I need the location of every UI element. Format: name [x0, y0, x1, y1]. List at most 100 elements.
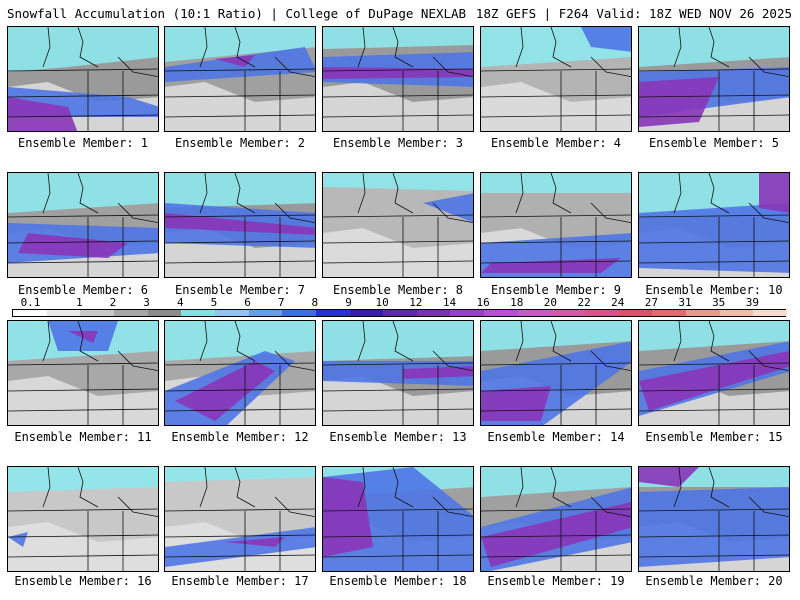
colorbar-tick-label: 20: [543, 296, 558, 309]
map-boundary-line: [77, 467, 99, 508]
map-boundary-line: [117, 496, 158, 518]
very-heavy-snow-area: [18, 233, 128, 258]
snowfall-field: [8, 467, 158, 571]
colorbar-tick-label: 5: [210, 296, 218, 309]
moderate-snow-area: [323, 173, 473, 191]
ensemble-map-panel: [638, 320, 790, 426]
colorbar-segment: [686, 310, 721, 316]
very-heavy-snow-area: [481, 502, 631, 567]
ensemble-member-label: Ensemble Member: 1: [17, 136, 149, 150]
map-boundary-line: [590, 496, 631, 518]
snowfall-field: [8, 173, 158, 277]
moderate-snow-area: [165, 467, 315, 482]
map-boundary-line: [165, 362, 315, 366]
snowfall-field: [639, 27, 789, 131]
colorbar-tick-label: 9: [345, 296, 352, 309]
map-boundary-line: [165, 214, 315, 218]
heavy-snow-area: [581, 27, 631, 52]
snowfall-field: [639, 321, 789, 425]
trace-snow-area: [165, 82, 315, 131]
colorbar-tick-label: 18: [510, 296, 524, 309]
map-boundary-line: [117, 202, 158, 224]
map-boundary-line: [708, 321, 730, 362]
map-boundary-line: [639, 68, 789, 72]
map-boundary-line: [481, 260, 631, 264]
ensemble-member-label: Ensemble Member: 18: [329, 574, 467, 588]
map-boundary-line: [8, 534, 158, 538]
map-boundary-line: [432, 496, 473, 518]
map-boundary-line: [392, 467, 414, 508]
colorbar-segment: [416, 310, 451, 316]
ensemble-member-label: Ensemble Member: 7: [174, 283, 306, 297]
colorbar-segment: [551, 310, 586, 316]
snowfall-field: [8, 321, 158, 425]
trace-snow-area: [8, 376, 158, 425]
map-boundary-line: [639, 408, 789, 412]
ensemble-map-panel: [638, 466, 790, 572]
map-boundary-line: [673, 321, 682, 362]
map-boundary-line: [42, 27, 51, 68]
ensemble-map-panel: [322, 172, 474, 278]
snowfall-field: [323, 27, 473, 131]
snowfall-field: [481, 321, 631, 425]
colorbar-segment: [46, 310, 81, 316]
map-boundary-line: [639, 362, 789, 366]
map-boundary-line: [199, 467, 208, 508]
map-boundary-line: [323, 114, 473, 118]
map-boundary-line: [323, 94, 473, 98]
ensemble-map-panel: [480, 26, 632, 132]
map-boundary-line: [639, 114, 789, 118]
map-boundary-line: [274, 56, 315, 78]
colorbar-tick-label: 31: [678, 296, 692, 309]
colorbar-tick-label: 10: [375, 296, 389, 309]
map-boundary-line: [42, 173, 51, 214]
moderate-snow-area: [481, 173, 631, 193]
product-title: Snowfall Accumulation (10:1 Ratio) | Col…: [7, 6, 467, 21]
snowfall-field: [481, 467, 631, 571]
map-boundary-line: [8, 68, 158, 72]
map-boundary-line: [234, 27, 256, 68]
ensemble-map-panel: [7, 172, 159, 278]
ensemble-member-label: Ensemble Member: 16: [14, 574, 152, 588]
map-boundary-line: [323, 68, 473, 72]
ensemble-map-panel: [480, 320, 632, 426]
map-boundary-line: [708, 467, 730, 508]
heavy-snow-area: [8, 532, 28, 547]
ensemble-member-label: Ensemble Member: 17: [171, 574, 309, 588]
colorbar-tick-label: 14: [442, 296, 457, 309]
map-boundary-line: [639, 94, 789, 98]
map-boundary-line: [481, 94, 631, 98]
map-boundary-line: [323, 362, 473, 366]
map-boundary-line: [199, 27, 208, 68]
map-boundary-line: [165, 554, 315, 558]
ensemble-map-panel: [164, 26, 316, 132]
map-boundary-line: [748, 202, 789, 224]
colorbar-tick-label: 22: [577, 296, 591, 309]
ensemble-member-label: Ensemble Member: 6: [17, 283, 149, 297]
map-boundary-line: [165, 260, 315, 264]
snowfall-field: [165, 27, 315, 131]
map-boundary-line: [748, 496, 789, 518]
ensemble-map-panel: [480, 466, 632, 572]
heavy-snow-area: [639, 487, 789, 567]
snowfall-field: [323, 467, 473, 571]
colorbar-segment: [349, 310, 384, 316]
very-heavy-snow-area: [639, 467, 699, 487]
snowfall-field: [165, 321, 315, 425]
trace-snow-area: [8, 522, 158, 571]
moderate-snow-area: [8, 173, 158, 213]
map-boundary-line: [481, 240, 631, 244]
moderate-snow-area: [165, 27, 315, 62]
map-boundary-line: [708, 173, 730, 214]
map-boundary-line: [392, 173, 414, 214]
ensemble-member-label: Ensemble Member: 13: [329, 430, 467, 444]
ensemble-member-label: Ensemble Member: 14: [487, 430, 625, 444]
colorbar-segment: [753, 310, 788, 316]
ensemble-member-label: Ensemble Member: 10: [645, 283, 783, 297]
very-heavy-snow-area: [225, 537, 285, 547]
ensemble-map-panel: [7, 320, 159, 426]
map-boundary-line: [8, 260, 158, 264]
colorbar-segment: [484, 310, 519, 316]
map-boundary-line: [481, 554, 631, 558]
map-boundary-line: [673, 27, 682, 68]
